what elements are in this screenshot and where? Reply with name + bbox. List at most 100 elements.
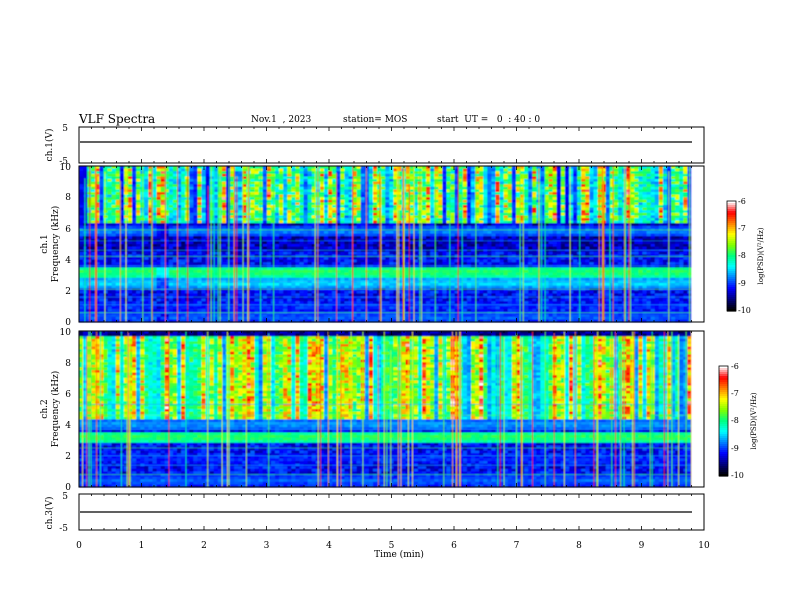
spectrogram-cell bbox=[197, 288, 202, 292]
spectrogram-cell bbox=[209, 283, 215, 286]
spectrogram-cell bbox=[136, 309, 141, 312]
spectrogram-cell bbox=[344, 241, 349, 245]
spectrogram-cell bbox=[152, 194, 157, 198]
spectrogram-cell bbox=[103, 272, 108, 276]
spectrogram-cell bbox=[393, 285, 398, 289]
spectrogram-cell bbox=[115, 283, 121, 286]
spectrogram-cell bbox=[181, 233, 186, 237]
spectrogram-cell bbox=[226, 319, 231, 323]
spectrogram-cell bbox=[368, 309, 374, 312]
spectrogram-cell bbox=[279, 264, 284, 268]
spectrogram-cell bbox=[213, 176, 219, 180]
spectrogram-cell bbox=[381, 223, 386, 227]
spectrogram-cell bbox=[368, 272, 374, 276]
spectrogram-cell bbox=[181, 249, 186, 253]
spectrogram-cell bbox=[295, 199, 300, 203]
spectrogram-cell bbox=[177, 296, 182, 299]
spectrogram-cell bbox=[128, 205, 133, 208]
spectrogram-cell bbox=[193, 251, 198, 255]
spectrogram-cell bbox=[189, 210, 194, 214]
spectrogram-cell bbox=[152, 241, 157, 245]
spectrogram-cell bbox=[393, 176, 398, 180]
spectrogram-cell bbox=[160, 280, 166, 284]
spectrogram-cell bbox=[91, 194, 96, 198]
spectrogram-cell bbox=[164, 173, 170, 177]
spectrogram-cell bbox=[344, 283, 349, 286]
spectrogram-cell bbox=[156, 171, 162, 175]
spectrogram-cell bbox=[279, 259, 284, 263]
spectrogram-cell bbox=[295, 285, 300, 289]
spectrogram-cell bbox=[181, 285, 186, 289]
spectrogram-cell bbox=[328, 218, 333, 221]
spectrogram-cell bbox=[254, 210, 260, 214]
spectrogram-cell bbox=[397, 314, 402, 318]
spectrogram-cell bbox=[250, 173, 255, 177]
spectrogram-cell bbox=[270, 207, 276, 211]
spectrogram-cell bbox=[193, 207, 198, 211]
spectrogram-cell bbox=[230, 192, 235, 195]
spectrogram-cell bbox=[266, 285, 272, 289]
spectrogram-cell bbox=[226, 166, 231, 169]
spectrogram-cell bbox=[201, 192, 206, 195]
spectrogram-cell bbox=[364, 267, 370, 271]
spectrogram-cell bbox=[364, 262, 370, 266]
spectrogram-cell bbox=[213, 225, 219, 229]
spectrogram-cell bbox=[168, 301, 174, 305]
spectrogram-cell bbox=[405, 233, 411, 237]
spectrogram-cell bbox=[177, 173, 182, 177]
spectrogram-cell bbox=[221, 277, 227, 281]
spectrogram-cell bbox=[299, 241, 304, 245]
spectrogram-cell bbox=[373, 225, 378, 229]
spectrogram-cell bbox=[95, 262, 100, 266]
spectrogram-cell bbox=[103, 223, 108, 227]
spectrogram-cell bbox=[373, 249, 378, 253]
spectrogram-cell bbox=[197, 251, 202, 255]
spectrogram-cell bbox=[307, 176, 313, 180]
spectrogram-cell bbox=[250, 251, 255, 255]
spectrogram-cell bbox=[226, 168, 231, 172]
spectrogram-cell bbox=[291, 171, 296, 175]
spectrogram-cell bbox=[270, 220, 276, 224]
spectrogram-cell bbox=[254, 257, 260, 260]
spectrogram-cell bbox=[328, 267, 333, 271]
spectrogram-cell bbox=[279, 238, 284, 242]
spectrogram-cell bbox=[103, 288, 108, 292]
spectrogram-cell bbox=[238, 181, 243, 185]
spectrogram-cell bbox=[156, 223, 162, 227]
spectrogram-cell bbox=[319, 262, 325, 266]
spectrogram-cell bbox=[128, 202, 133, 206]
spectrogram-cell bbox=[95, 189, 100, 193]
spectrogram-cell bbox=[254, 173, 260, 177]
spectrogram-cell bbox=[266, 259, 272, 263]
spectrogram-cell bbox=[111, 181, 117, 185]
spectrogram-cell bbox=[250, 257, 255, 260]
spectrogram-cell bbox=[201, 218, 206, 221]
spectrogram-cell bbox=[107, 257, 113, 260]
spectrogram-cell bbox=[136, 272, 141, 276]
spectrogram-cell bbox=[189, 301, 194, 305]
spectrogram-cell bbox=[136, 244, 141, 247]
spectrogram-cell bbox=[287, 223, 292, 227]
spectrogram-cell bbox=[91, 259, 96, 263]
spectrogram-cell bbox=[197, 311, 202, 315]
spectrogram-cell bbox=[409, 176, 415, 180]
spectrogram-cell bbox=[287, 212, 292, 216]
spectrogram-cell bbox=[156, 212, 162, 216]
spectrogram-cell bbox=[270, 223, 276, 227]
spectrogram-cell bbox=[344, 199, 349, 203]
spectrogram-cell bbox=[250, 280, 255, 284]
spectrogram-cell bbox=[307, 241, 313, 245]
spectrogram-cell bbox=[209, 176, 215, 180]
spectrogram-cell bbox=[230, 249, 235, 253]
spectrogram-cell bbox=[119, 311, 125, 315]
spectrogram-cell bbox=[393, 257, 398, 260]
spectrogram-cell bbox=[250, 179, 255, 182]
spectrogram-cell bbox=[405, 207, 411, 211]
spectrogram-cell bbox=[213, 184, 219, 188]
spectrogram-cell bbox=[164, 246, 170, 250]
spectrogram-cell bbox=[368, 212, 374, 216]
spectrogram-cell bbox=[283, 259, 288, 263]
spectrogram-cell bbox=[368, 205, 374, 208]
spectrogram-cell bbox=[360, 215, 366, 219]
spectrogram-cell bbox=[397, 277, 402, 281]
